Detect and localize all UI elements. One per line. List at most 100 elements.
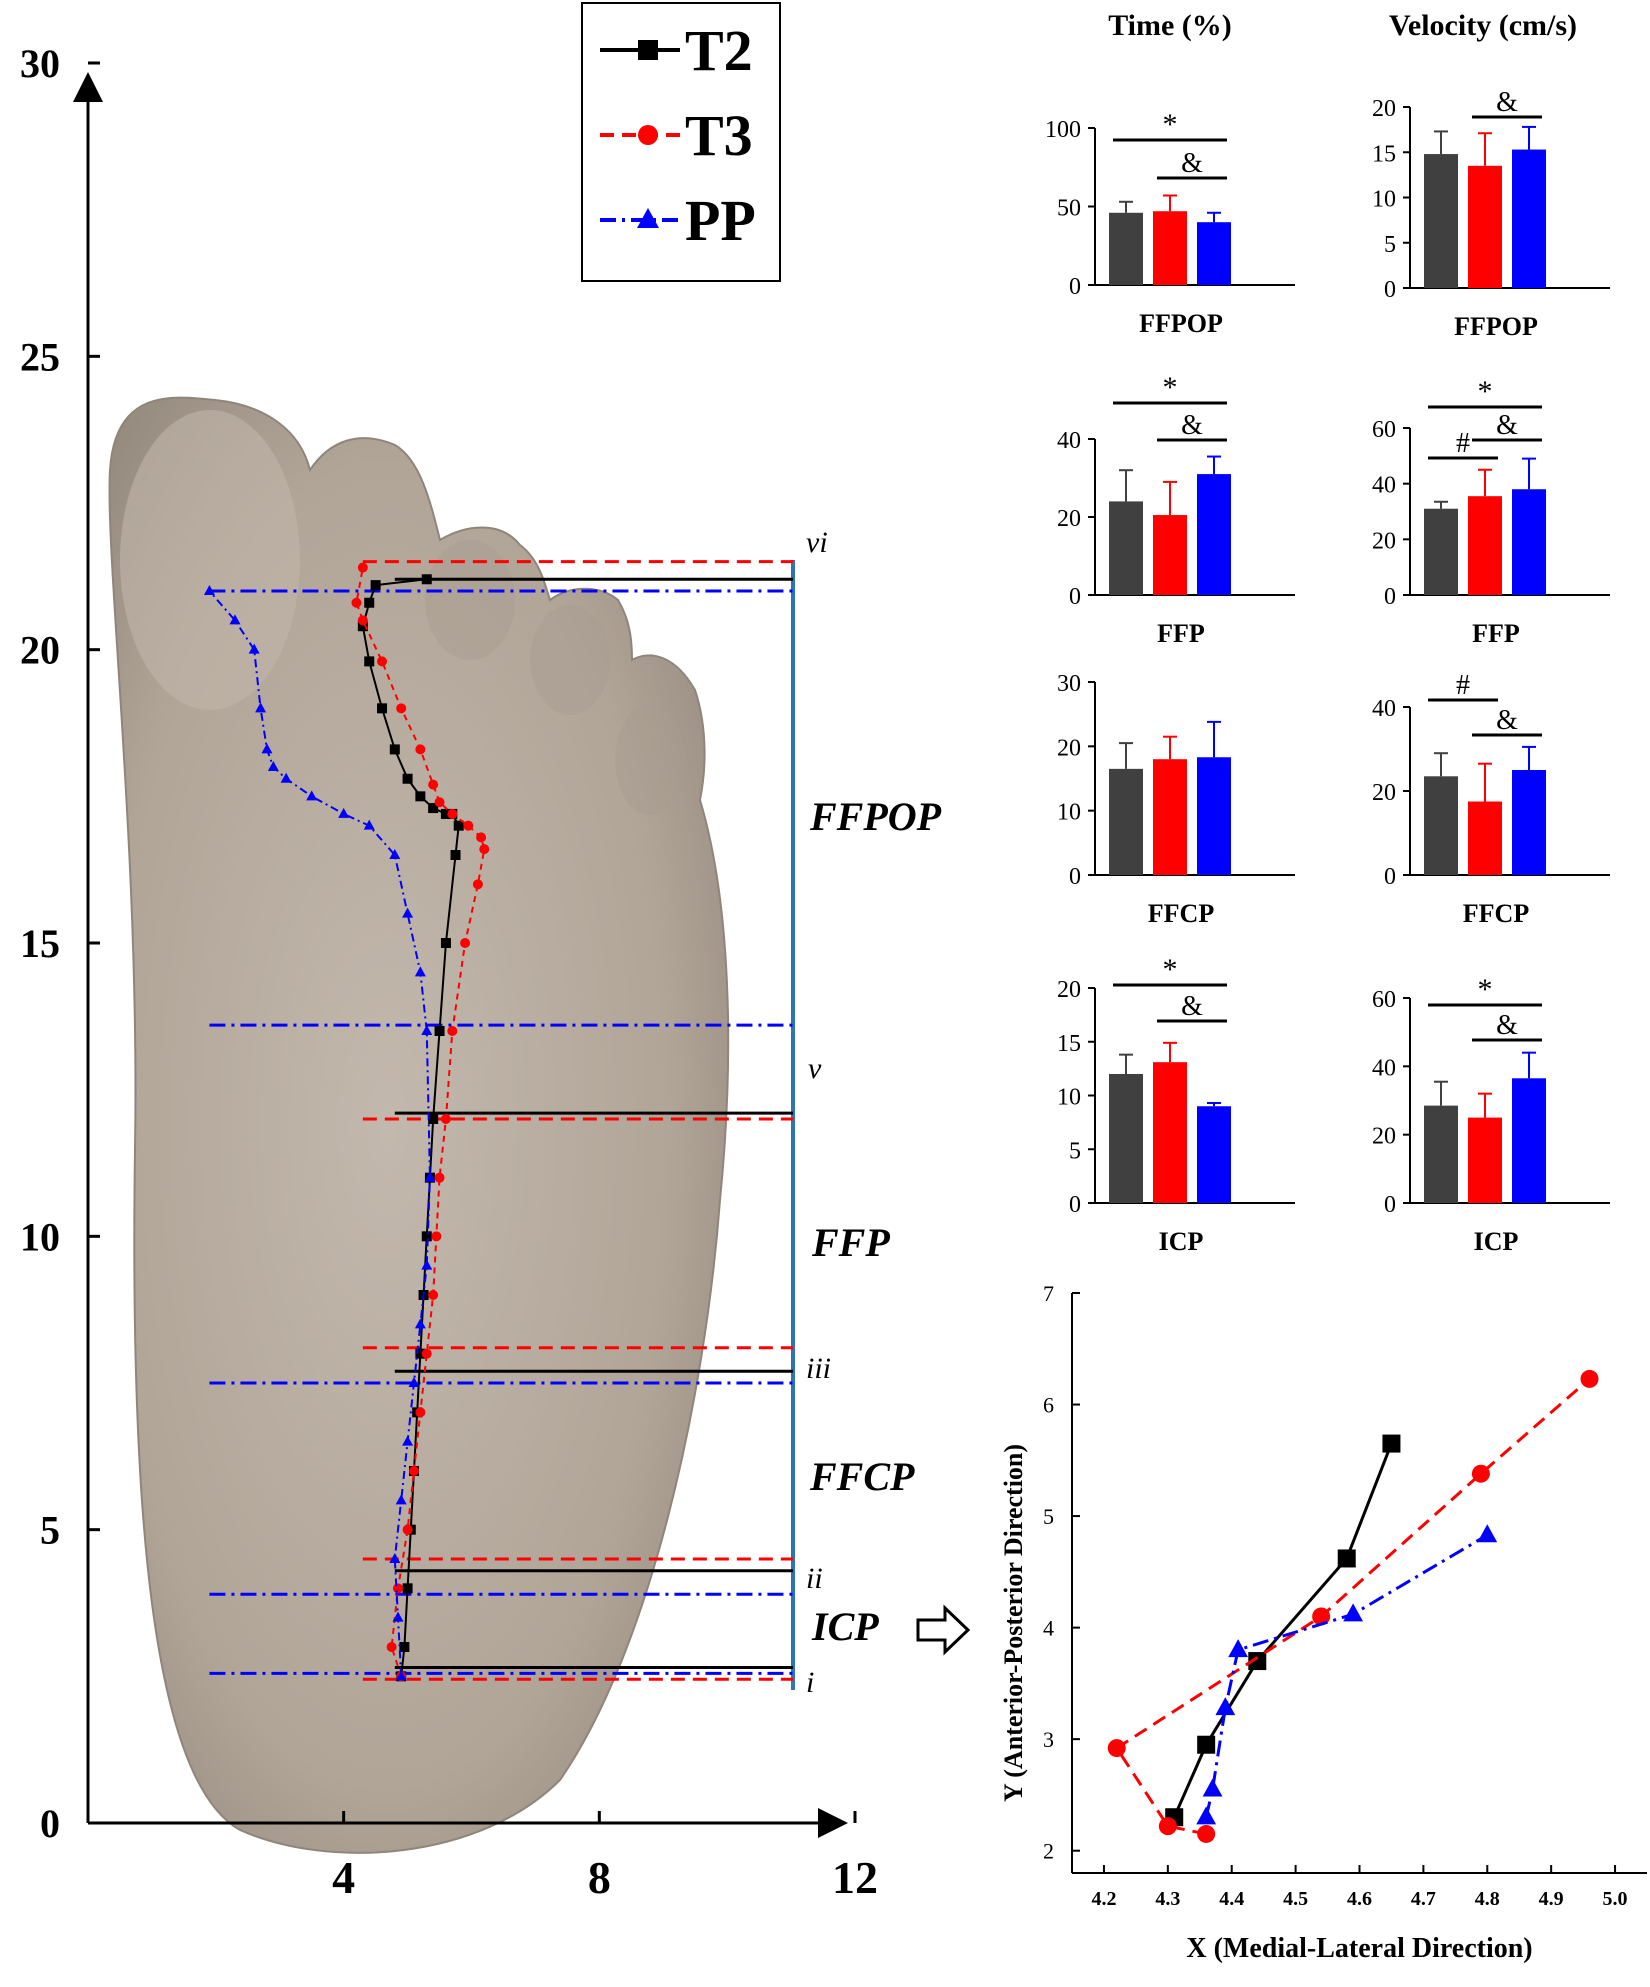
icp-x-tick-label: 4.2: [1091, 1888, 1116, 1910]
bar-t2: [1109, 1074, 1143, 1203]
bar-y-tick-label: 15: [1057, 1031, 1081, 1057]
bar-pp: [1197, 222, 1231, 285]
bar-pp: [1512, 770, 1546, 875]
cop-point-pp: [395, 1494, 407, 1505]
significance-mark: &: [1496, 410, 1518, 441]
trajectory-y-tick-label: 30: [20, 41, 60, 86]
icp-y-tick-label: 3: [1043, 1727, 1054, 1752]
cop-point-pp: [414, 1318, 426, 1329]
bar-charts: 050100FFPOP*&05101520FFPOP&02040FFP*&020…: [1045, 87, 1610, 1256]
icp-point-pp: [1343, 1603, 1364, 1622]
cop-point-t2: [421, 1231, 432, 1242]
bar-category-label: FFP: [1157, 619, 1205, 648]
cop-point-t3: [386, 1642, 397, 1652]
bar-y-tick-label: 40: [1057, 428, 1081, 454]
bar-category-label: ICP: [1159, 1227, 1204, 1256]
icp-x-tick-label: 5.0: [1603, 1888, 1628, 1910]
cop-point-t3: [434, 1172, 445, 1183]
cop-point-t3: [476, 832, 487, 843]
phase-label-ffpop: FFPOP: [809, 794, 942, 839]
trajectory-x-tick-label: 12: [832, 1852, 878, 1903]
phase-label-icp: ICP: [811, 1604, 879, 1649]
cop-point-t3: [431, 1231, 442, 1242]
cop-point-pp: [248, 643, 260, 654]
significance-mark: *: [1163, 953, 1178, 986]
legend-marker-t3: [638, 125, 658, 145]
cop-point-t3: [357, 562, 368, 573]
bar-chart-time-ffcp: 0 10 20 30 FFCP: [1057, 671, 1295, 928]
bar-y-tick-label: 5: [1384, 232, 1396, 258]
cop-point-t3: [415, 744, 426, 755]
trajectory-y-tick-label: 15: [20, 921, 60, 966]
cop-line-pp: [208, 590, 431, 1677]
cop-point-pp: [424, 1171, 436, 1182]
cop-point-t2: [370, 580, 381, 591]
legend-marker-pp: [637, 208, 659, 228]
cop-point-t3: [428, 1290, 439, 1300]
significance-mark: *: [1163, 371, 1178, 404]
cop-point-t2: [415, 791, 426, 802]
icp-point-pp: [1196, 1806, 1217, 1825]
trajectory-y-tick-label: 5: [40, 1508, 60, 1553]
cop-point-t2: [357, 621, 368, 632]
bar-t3: [1468, 1117, 1502, 1203]
bar-chart-time-ffpop: 0 50 100 FFPOP *&: [1045, 108, 1295, 338]
icp-y-tick-label: 7: [1043, 1281, 1054, 1306]
bar-y-tick-label: 40: [1372, 473, 1396, 499]
icp-point-t2: [1337, 1549, 1356, 1568]
significance-mark: &: [1496, 705, 1518, 736]
legend-label-pp: PP: [685, 188, 756, 253]
icp-x-tick-label: 4.4: [1219, 1888, 1244, 1910]
icp-y-tick-label: 2: [1043, 1839, 1054, 1864]
bar-y-tick-label: 50: [1057, 196, 1081, 222]
significance-mark: #: [1456, 428, 1470, 459]
icp-x-tick-label: 4.3: [1155, 1888, 1180, 1910]
bar-y-tick-label: 40: [1372, 1055, 1396, 1081]
icp-point-t2: [1197, 1735, 1216, 1754]
cop-point-t3: [428, 779, 439, 790]
significance-mark: &: [1496, 87, 1518, 118]
cop-point-t2: [440, 938, 451, 948]
bar-t2: [1424, 508, 1458, 595]
phase-boundary-lines: [209, 560, 793, 1681]
trajectory-y-tick-label: 10: [20, 1214, 60, 1259]
icp-x-tick-label: 4.6: [1347, 1888, 1372, 1910]
cop-point-pp: [389, 849, 401, 859]
cop-point-t2: [364, 597, 375, 608]
bar-y-tick-label: 0: [1384, 864, 1396, 890]
cop-point-pp: [402, 907, 414, 918]
bar-t3: [1153, 211, 1187, 285]
cop-point-pp: [306, 790, 318, 801]
cop-point-t2: [428, 803, 439, 814]
cop-point-pp: [255, 702, 267, 713]
bar-y-tick-label: 0: [1384, 584, 1396, 610]
cop-point-t3: [434, 797, 445, 808]
cop-point-t2: [450, 850, 461, 860]
trajectory-y-tick-label: 25: [20, 334, 60, 379]
significance-mark: #: [1456, 670, 1470, 701]
bar-y-tick-label: 0: [1069, 274, 1081, 300]
trajectory-axes: [73, 72, 848, 1838]
bar-category-label: ICP: [1474, 1227, 1519, 1256]
cop-point-t3: [447, 1026, 458, 1036]
cop-point-t3: [392, 1583, 403, 1594]
bar-t2: [1109, 212, 1143, 285]
bar-pp: [1512, 1078, 1546, 1203]
cop-point-t3: [447, 808, 458, 819]
icp-point-t3: [1197, 1824, 1216, 1843]
cop-point-t3: [351, 597, 362, 608]
bar-t3: [1153, 515, 1187, 595]
cop-point-t2: [453, 820, 464, 831]
phase-mark-iii: iii: [806, 1352, 831, 1385]
bar-y-tick-label: 0: [1069, 864, 1081, 890]
bar-t3: [1468, 801, 1502, 875]
bar-t2: [1424, 1105, 1458, 1203]
phase-mark-v: v: [808, 1052, 822, 1085]
header-velocity: Velocity (cm/s): [1389, 9, 1577, 42]
foot-image: [108, 396, 730, 1854]
bar-chart-vel-icp: 0 20 40 60 ICP *&: [1372, 973, 1610, 1256]
cop-point-t2: [402, 1583, 413, 1594]
bar-chart-vel-ffp: 0 20 40 60 FFP * #&: [1372, 375, 1610, 648]
cop-point-pp: [229, 614, 241, 625]
